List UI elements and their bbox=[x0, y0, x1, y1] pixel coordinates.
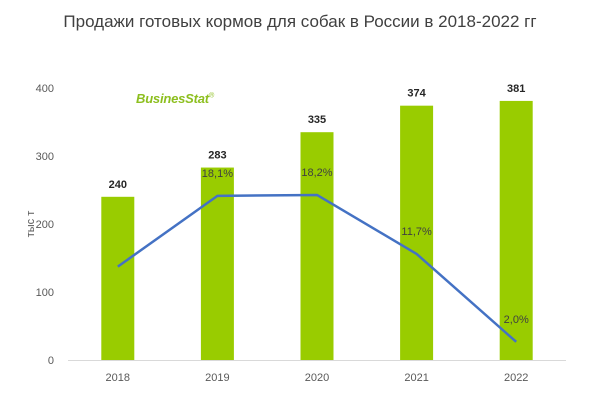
bar bbox=[400, 105, 434, 361]
growth-label: 18,1% bbox=[202, 168, 233, 180]
businesstat-logo: BusinesStat® bbox=[136, 91, 214, 106]
bar-value-label: 381 bbox=[507, 83, 525, 95]
bar-value-label: 374 bbox=[407, 88, 426, 100]
x-tick-label: 2018 bbox=[106, 372, 130, 384]
x-tick-label: 2021 bbox=[404, 372, 428, 384]
y-tick-label: 400 bbox=[36, 83, 54, 95]
chart-title: Продажи готовых кормов для собак в Росси… bbox=[63, 12, 537, 31]
bar-value-label: 335 bbox=[308, 114, 326, 126]
bar-value-label: 240 bbox=[109, 179, 127, 191]
y-tick-label: 0 bbox=[48, 355, 54, 367]
growth-label: 11,7% bbox=[401, 226, 432, 238]
growth-label: 18,2% bbox=[301, 167, 332, 179]
y-tick-label: 300 bbox=[36, 151, 54, 163]
y-tick-label: 200 bbox=[36, 219, 54, 231]
y-tick-label: 100 bbox=[36, 287, 54, 299]
bar bbox=[300, 132, 334, 360]
watermark-mark: ® bbox=[208, 92, 214, 100]
x-tick-label: 2020 bbox=[305, 372, 329, 384]
x-tick-label: 2019 bbox=[205, 372, 229, 384]
x-tick-label: 2022 bbox=[504, 372, 528, 384]
growth-label: 2,0% bbox=[504, 314, 529, 326]
y-axis-label: тыс т bbox=[25, 211, 37, 238]
bar bbox=[101, 196, 135, 360]
bar-value-label: 283 bbox=[208, 150, 226, 162]
bar bbox=[200, 167, 234, 360]
growth-line bbox=[117, 193, 518, 343]
watermark-text: BusinesStat bbox=[136, 91, 209, 106]
bar bbox=[499, 100, 533, 361]
